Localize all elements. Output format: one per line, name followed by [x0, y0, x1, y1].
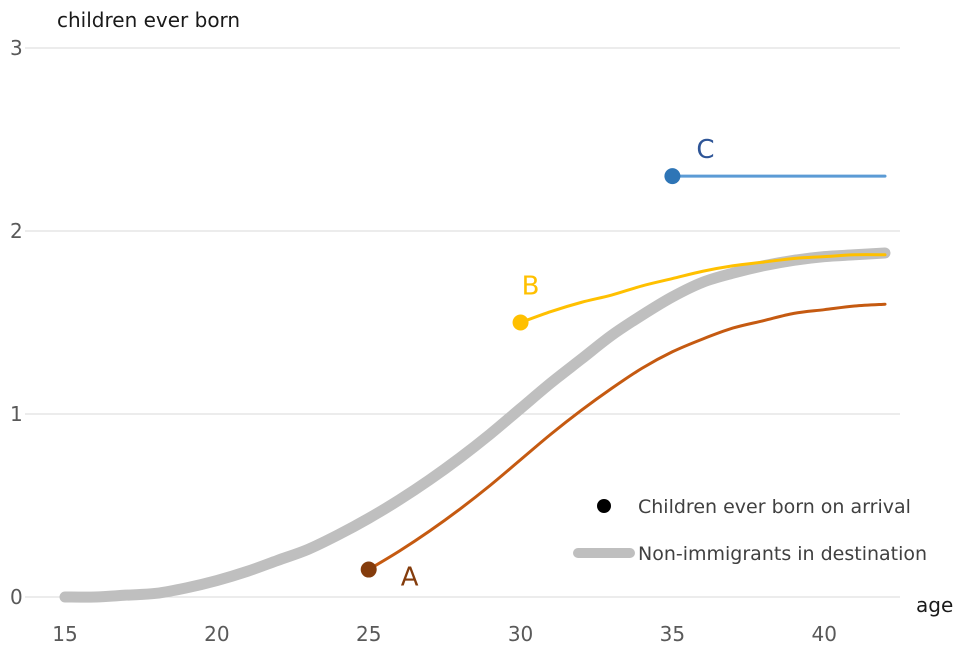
series-line-b [519, 253, 887, 324]
arrival-point-a [360, 561, 377, 578]
points-layer [360, 168, 681, 578]
x-tick-label: 35 [660, 622, 685, 646]
grid-layer [25, 47, 900, 598]
x-tick-label: 25 [356, 622, 381, 646]
labels-layer: A B C [401, 135, 715, 592]
series-line-a [367, 302, 887, 572]
x-tick-label: 30 [508, 622, 533, 646]
series-line-non-immigrants-in-destination [59, 247, 891, 603]
y-tick-label: 0 [10, 585, 23, 609]
legend-dot-marker [597, 499, 611, 513]
arrival-point-b [512, 314, 529, 331]
legend-label-arrival: Children ever born on arrival [638, 496, 911, 518]
series-label-c: C [696, 135, 714, 165]
axis-layer: 0 1 2 3 15 20 25 30 35 40 [10, 36, 837, 646]
y-axis-title: children ever born [57, 8, 240, 32]
x-tick-label: 20 [204, 622, 229, 646]
y-tick-label: 2 [10, 219, 23, 243]
arrival-point-c [664, 168, 681, 185]
series-label-a: A [401, 563, 419, 593]
y-tick-label: 1 [10, 402, 23, 426]
series-label-b: B [522, 272, 540, 302]
series-layer [59, 174, 891, 603]
x-tick-label: 40 [812, 622, 837, 646]
legend-label-non-immigrants: Non-immigrants in destination [638, 543, 927, 565]
legend: Children ever born on arrival Non-immigr… [573, 496, 927, 565]
x-axis-title: age [916, 593, 953, 617]
y-tick-label: 3 [10, 36, 23, 60]
x-tick-label: 15 [52, 622, 77, 646]
